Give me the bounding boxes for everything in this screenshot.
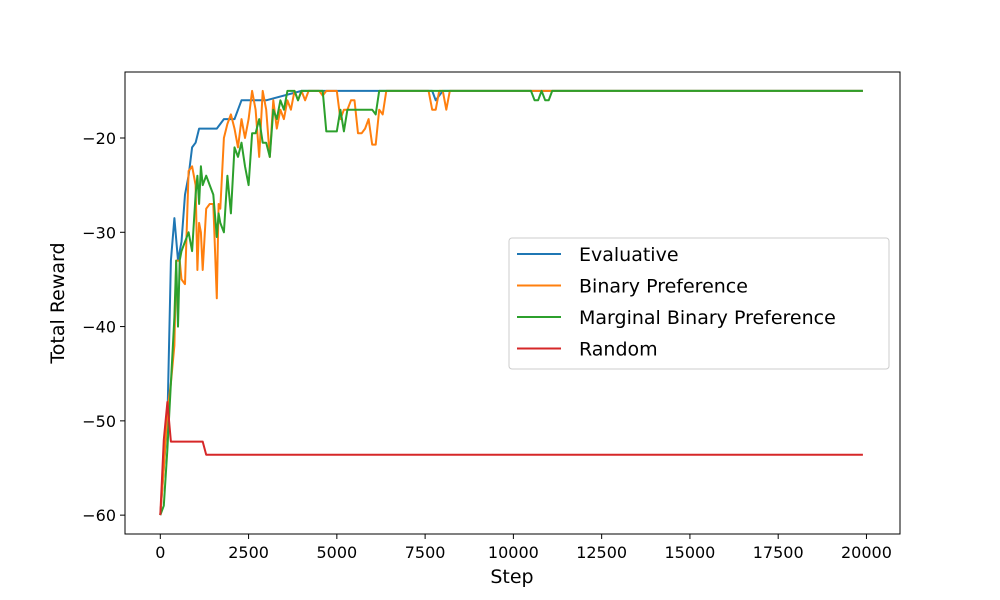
series-layer	[159, 89, 863, 516]
x-tick-label: 12500	[576, 543, 627, 562]
legend: Evaluative Binary Preference Marginal Bina…	[508, 237, 890, 370]
y-axis-ticks: −60 −50 −40 −30 −20	[82, 129, 125, 525]
series-line-random	[159, 401, 863, 516]
y-tick-label: −30	[82, 223, 116, 242]
x-tick-label: 2500	[228, 543, 269, 562]
x-tick-label: 17500	[753, 543, 804, 562]
y-axis-label: Total Reward	[47, 242, 69, 364]
series-line-marginal-binary-preference	[159, 89, 863, 516]
x-tick-label: 15000	[664, 543, 715, 562]
plot-frame	[124, 71, 901, 535]
legend-label: Evaluative	[579, 244, 679, 266]
x-tick-label: 7500	[405, 543, 446, 562]
x-axis-ticks: 0 2500 5000 7500 10000 12500 15000 17500 20000	[155, 534, 892, 562]
legend-label: Binary Preference	[579, 276, 748, 298]
x-tick-label: 10000	[488, 543, 539, 562]
y-tick-label: −20	[82, 129, 116, 148]
legend-label: Marginal Binary Preference	[579, 307, 836, 329]
y-tick-label: −40	[82, 318, 116, 337]
y-tick-label: −60	[82, 506, 116, 525]
legend-label: Random	[579, 339, 658, 361]
x-tick-label: 0	[155, 543, 165, 562]
x-tick-label: 5000	[316, 543, 357, 562]
legend-box	[508, 237, 890, 370]
x-tick-label: 20000	[841, 543, 892, 562]
y-tick-label: −50	[82, 412, 116, 431]
x-axis-label: Step	[490, 566, 533, 588]
